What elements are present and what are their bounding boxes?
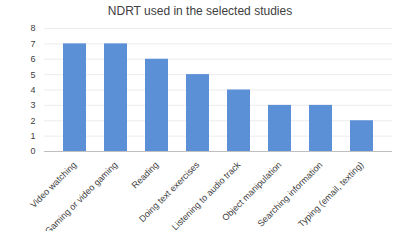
- svg-text:1: 1: [30, 131, 35, 141]
- svg-text:Video watching: Video watching: [28, 159, 79, 210]
- svg-text:Listening to audio track: Listening to audio track: [170, 159, 243, 231]
- svg-text:8: 8: [30, 23, 35, 33]
- svg-text:6: 6: [30, 54, 35, 64]
- svg-text:Typing (email, texting): Typing (email, texting): [296, 160, 365, 229]
- svg-text:5: 5: [30, 70, 35, 80]
- html-text:NDRT used in the selected stud: NDRT used in the selected studies: [107, 4, 293, 18]
- svg-text:2: 2: [30, 116, 35, 126]
- svg-text:Reading: Reading: [130, 160, 161, 191]
- svg-text:Doing text exercises: Doing text exercises: [137, 159, 202, 225]
- svg-text:3: 3: [30, 100, 35, 110]
- svg-text:0: 0: [30, 146, 35, 156]
- svg-text:Gaming or video gaming: Gaming or video gaming: [43, 160, 119, 231]
- svg-text:Searching information: Searching information: [255, 160, 324, 229]
- svg-text:Object manipulation: Object manipulation: [220, 159, 284, 223]
- svg-text:4: 4: [30, 85, 35, 95]
- svg-text:7: 7: [30, 39, 35, 49]
